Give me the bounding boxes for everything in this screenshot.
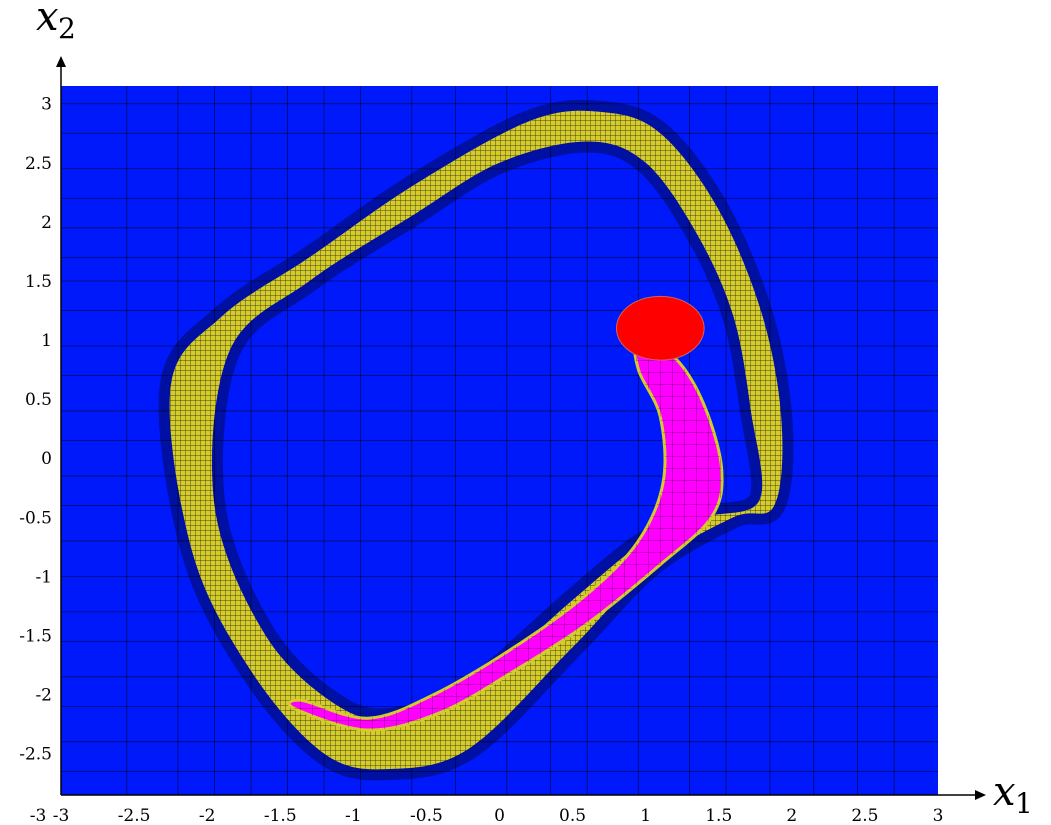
x-tick-label: 1 bbox=[640, 806, 651, 825]
x-tick-label: -2 bbox=[199, 806, 216, 825]
x-axis-arrowhead bbox=[975, 790, 986, 800]
x-tick-label: 3 bbox=[933, 806, 944, 825]
x-tick-label: -1.5 bbox=[264, 806, 297, 825]
x-tick-label: 2.5 bbox=[851, 806, 878, 825]
y-tick-label: 2.5 bbox=[25, 154, 52, 174]
x-tick-label: 0 bbox=[494, 806, 505, 825]
y-tick-label: -2 bbox=[35, 686, 52, 706]
y-tick-label: 0.5 bbox=[25, 390, 52, 410]
y-tick-label: -1.5 bbox=[19, 626, 52, 646]
red-target-region bbox=[615, 295, 705, 361]
y-tick-label: -0.5 bbox=[19, 508, 52, 528]
svg-text:x: x bbox=[993, 769, 1016, 815]
axes bbox=[56, 56, 986, 800]
x-tick-label: 2 bbox=[786, 806, 797, 825]
y-tick-labels: -2.5 -2 -1.5 -1 -0.5 0 0.5 1 1.5 2 2.5 3 bbox=[19, 95, 52, 765]
x-tick-label: 0.5 bbox=[559, 806, 586, 825]
y-tick-label: 0 bbox=[41, 449, 52, 469]
x-origin-label: -3 bbox=[30, 806, 47, 825]
x-axis-label: x 1 bbox=[993, 769, 1033, 820]
x-tick-label: 1.5 bbox=[705, 806, 732, 825]
svg-text:1: 1 bbox=[1015, 787, 1033, 820]
x-tick-label: -2.5 bbox=[118, 806, 151, 825]
plot-area bbox=[61, 86, 938, 795]
x-tick-label: -0.5 bbox=[410, 806, 443, 825]
coarse-partition-grid bbox=[61, 86, 938, 795]
y-axis-label: x 2 bbox=[36, 0, 76, 45]
y-tick-label: -2.5 bbox=[19, 745, 52, 765]
y-tick-label: -1 bbox=[35, 567, 52, 587]
y-axis-arrowhead bbox=[56, 56, 66, 67]
y-tick-label: 1 bbox=[41, 331, 52, 351]
x-tick-labels: -3 -2.5 -2 -1.5 -1 -0.5 0 0.5 1 1.5 2 2.5 3 bbox=[53, 806, 944, 825]
svg-text:x: x bbox=[36, 0, 59, 40]
y-tick-label: 2 bbox=[41, 213, 52, 233]
y-tick-label: 3 bbox=[41, 95, 52, 115]
y-tick-label: 1.5 bbox=[25, 272, 52, 292]
svg-text:2: 2 bbox=[58, 12, 76, 45]
x-tick-label: -3 bbox=[53, 806, 70, 825]
magenta-tail-grid bbox=[289, 339, 723, 731]
x-tick-label: -1 bbox=[345, 806, 362, 825]
